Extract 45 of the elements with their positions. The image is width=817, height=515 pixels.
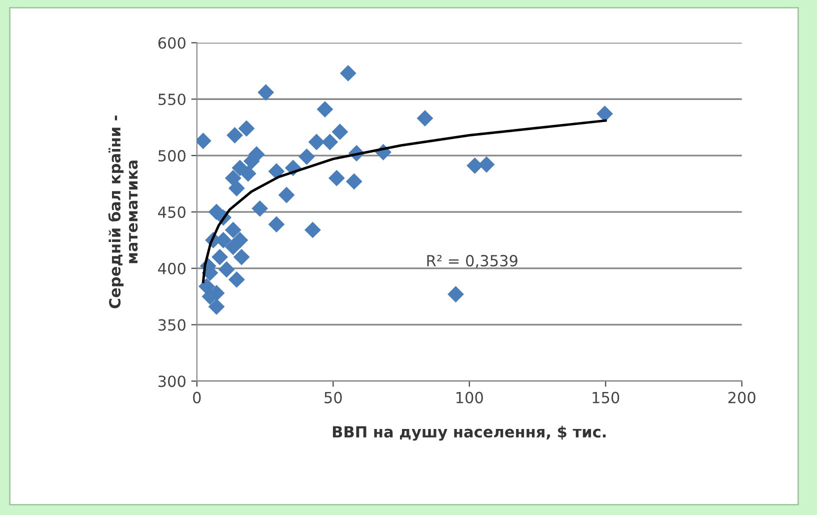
x-tick-label: 200 xyxy=(728,392,756,404)
point xyxy=(228,180,245,196)
x-tick-label: 100 xyxy=(456,392,483,404)
point xyxy=(332,124,348,140)
point xyxy=(252,200,268,217)
point xyxy=(226,127,243,144)
point xyxy=(596,106,613,122)
point xyxy=(268,216,285,233)
y-tick-label: 300 xyxy=(158,376,186,388)
x-tick-label: 0 xyxy=(193,392,201,404)
point xyxy=(466,157,484,174)
x-tick-label: 50 xyxy=(324,392,342,404)
point xyxy=(228,271,245,288)
point xyxy=(240,165,256,182)
point xyxy=(238,120,255,137)
point xyxy=(218,261,235,278)
y-tick-label: 450 xyxy=(158,206,186,218)
point xyxy=(304,222,321,238)
x-tick-label: 150 xyxy=(592,392,620,404)
y-axis-title: Середній бал країни - математика xyxy=(108,116,138,308)
point xyxy=(308,134,325,150)
point xyxy=(224,238,242,256)
point xyxy=(268,163,285,180)
point xyxy=(233,248,250,266)
point xyxy=(258,84,274,101)
y-tick-label: 550 xyxy=(158,94,186,106)
x-axis-title: ВВП на душу населення, $ тис. xyxy=(332,426,606,441)
y-tick-label: 500 xyxy=(158,150,186,162)
y-tick-label: 350 xyxy=(158,319,186,331)
point xyxy=(328,170,345,186)
point xyxy=(340,64,356,82)
annotation: R² = 0,3539 xyxy=(427,254,518,268)
point xyxy=(212,248,228,266)
point xyxy=(478,156,495,173)
point xyxy=(448,286,464,302)
point xyxy=(316,101,334,118)
point xyxy=(416,110,434,127)
point xyxy=(322,134,338,150)
point xyxy=(298,148,315,165)
y-tick-label: 400 xyxy=(158,262,186,274)
point xyxy=(346,173,362,190)
point xyxy=(278,186,295,204)
point xyxy=(208,298,225,315)
point xyxy=(224,222,242,238)
y-tick-label: 600 xyxy=(158,37,186,49)
